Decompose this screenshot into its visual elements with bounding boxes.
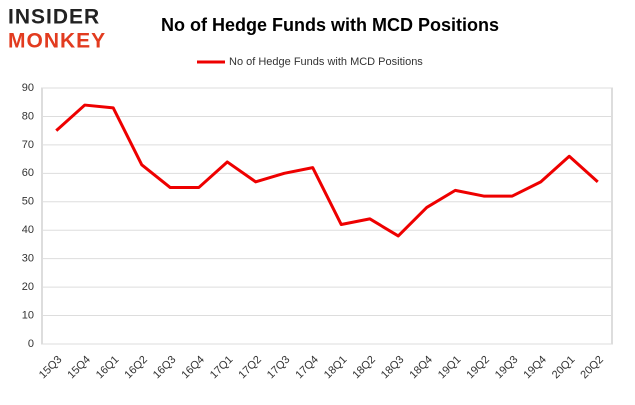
x-tick-label: 16Q2 bbox=[122, 354, 150, 382]
x-tick-label: 18Q4 bbox=[407, 354, 435, 382]
x-tick-label: 19Q1 bbox=[436, 354, 464, 382]
x-tick-label: 18Q2 bbox=[350, 354, 378, 382]
x-tick-label: 18Q1 bbox=[322, 354, 350, 382]
y-tick-label: 50 bbox=[22, 196, 34, 208]
x-tick-label: 20Q1 bbox=[550, 354, 578, 382]
x-tick-label: 15Q3 bbox=[37, 354, 65, 382]
x-tick-label: 16Q3 bbox=[151, 354, 179, 382]
y-tick-label: 70 bbox=[22, 139, 34, 151]
y-tick-label: 90 bbox=[22, 82, 34, 94]
y-tick-label: 30 bbox=[22, 253, 34, 265]
x-tick-label: 17Q1 bbox=[208, 354, 236, 382]
x-tick-label: 18Q3 bbox=[379, 354, 407, 382]
y-tick-label: 10 bbox=[22, 309, 34, 321]
line bbox=[55, 103, 599, 238]
plot-frame bbox=[41, 87, 613, 345]
chart-title: No of Hedge Funds with MCD Positions bbox=[161, 15, 499, 35]
x-tick-label: 19Q3 bbox=[493, 354, 521, 382]
x-tick-label: 20Q2 bbox=[578, 354, 606, 382]
legend-label: No of Hedge Funds with MCD Positions bbox=[229, 56, 423, 68]
x-tick-label: 16Q1 bbox=[94, 354, 122, 382]
y-tick-label: 0 bbox=[28, 338, 34, 350]
x-tick-label: 17Q3 bbox=[265, 354, 293, 382]
x-tick-label: 15Q4 bbox=[65, 354, 93, 382]
y-tick-label: 40 bbox=[22, 224, 34, 236]
x-tick-label: 19Q4 bbox=[521, 354, 549, 382]
x-tick-label: 17Q2 bbox=[236, 354, 264, 382]
x-tick-label: 16Q4 bbox=[179, 354, 207, 382]
y-tick-label: 60 bbox=[22, 167, 34, 179]
logo-bottom: MONKEY bbox=[8, 30, 106, 53]
x-tick-label: 17Q4 bbox=[293, 354, 321, 382]
logo-top: INSIDER bbox=[8, 6, 100, 29]
y-tick-label: 20 bbox=[22, 281, 34, 293]
y-tick-label: 80 bbox=[22, 110, 34, 122]
x-tick-label: 19Q2 bbox=[464, 354, 492, 382]
